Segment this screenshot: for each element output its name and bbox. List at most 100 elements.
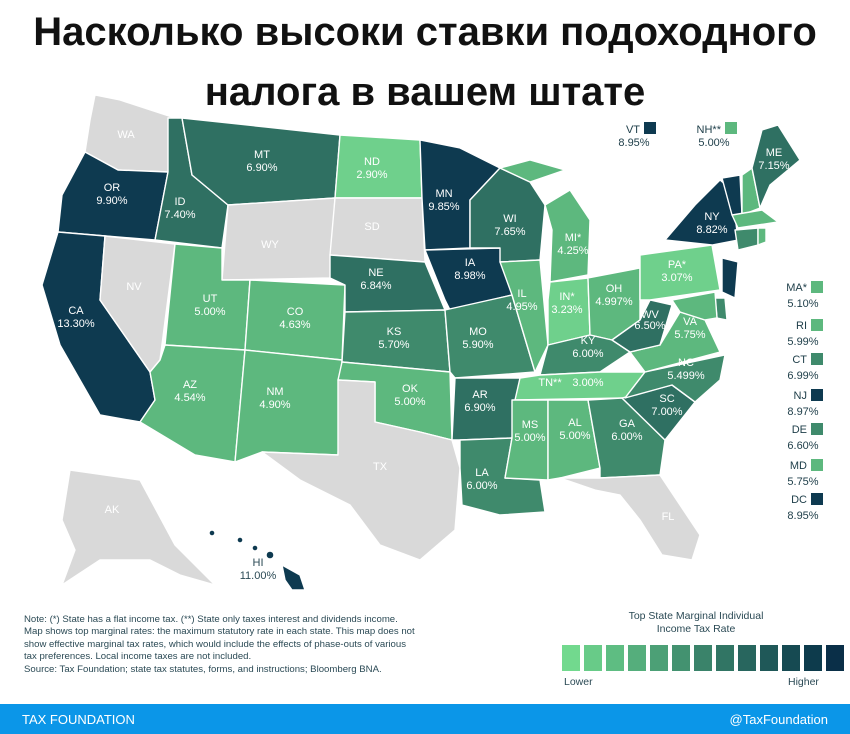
label-PA: PA* xyxy=(668,259,687,271)
state-HI-island xyxy=(265,550,275,560)
state-FL xyxy=(559,474,701,561)
legend-title-line: Income Tax Rate xyxy=(656,623,736,635)
state-CT xyxy=(734,227,759,251)
rate-NC: 5.499% xyxy=(667,370,705,382)
footnote: Note: (*) State has a flat income tax. (… xyxy=(24,614,544,676)
state-MI xyxy=(544,189,591,283)
label-GA: GA xyxy=(619,418,636,430)
label-VT-box: VT xyxy=(626,124,640,136)
label-MI: MI* xyxy=(565,232,582,244)
state-MO xyxy=(444,294,536,379)
rate-UT: 5.00% xyxy=(194,306,225,318)
label-IL: IL xyxy=(517,288,526,300)
rate-KS: 5.70% xyxy=(378,339,409,351)
label-WA: WA xyxy=(117,129,135,141)
state-ME xyxy=(751,124,801,209)
rate-IA: 8.98% xyxy=(454,270,485,282)
source-line: Source: Tax Foundation; state tax statut… xyxy=(24,663,382,675)
legend-title: Top State Marginal Individual Income Tax… xyxy=(596,610,796,636)
rate-CA: 13.30% xyxy=(57,318,95,330)
ramp-swatch xyxy=(628,645,646,671)
side-rate-MD: 5.75% xyxy=(787,476,818,488)
rate-OK: 5.00% xyxy=(394,396,425,408)
label-NM: NM xyxy=(266,386,283,398)
side-label-MA: MA* xyxy=(786,282,808,294)
title-line-2: налога в вашем штате xyxy=(204,70,646,114)
label-MT: MT xyxy=(254,149,270,161)
side-rate-DC: 8.95% xyxy=(787,510,818,522)
state-MS xyxy=(504,399,549,481)
side-label-RI: RI xyxy=(796,320,807,332)
side-rate-NJ: 8.97% xyxy=(787,406,818,418)
label-ME: ME xyxy=(766,147,783,159)
state-HI-island xyxy=(251,544,259,552)
ramp-swatch xyxy=(694,645,712,671)
side-swatch-NJ xyxy=(811,389,823,401)
footer-bar: TAX FOUNDATION @TaxFoundation xyxy=(0,704,850,734)
rate-IN: 3.23% xyxy=(551,304,582,316)
label-NY: NY xyxy=(704,211,720,223)
rate-ME: 7.15% xyxy=(758,160,789,172)
state-WV xyxy=(611,299,673,353)
rate-VT-box: 8.95% xyxy=(618,137,649,149)
label-NC: NC xyxy=(678,357,694,369)
state-MD xyxy=(671,291,718,321)
label-OR: OR xyxy=(104,182,121,194)
side-swatch-DC xyxy=(811,493,823,505)
rate-AR: 6.90% xyxy=(464,402,495,414)
side-label-DC: DC xyxy=(791,494,807,506)
label-VA: VA xyxy=(683,316,698,328)
side-label-NJ: NJ xyxy=(794,390,807,402)
ramp-swatch xyxy=(782,645,800,671)
label-LA: LA xyxy=(475,467,489,479)
ramp-swatch xyxy=(826,645,844,671)
label-IA: IA xyxy=(465,257,476,269)
rate-GA: 6.00% xyxy=(611,431,642,443)
label-WI: WI xyxy=(503,213,516,225)
ramp-swatch xyxy=(606,645,624,671)
label-NV: NV xyxy=(126,281,142,293)
ramp-swatch xyxy=(804,645,822,671)
rate-OR: 9.90% xyxy=(96,195,127,207)
label-IN: IN* xyxy=(559,291,575,303)
rate-MT: 6.90% xyxy=(246,162,277,174)
color-ramp xyxy=(562,645,844,671)
side-label-CT: CT xyxy=(792,354,807,366)
label-UT: UT xyxy=(203,293,218,305)
rate-MN: 9.85% xyxy=(428,201,459,213)
swatch-NH xyxy=(725,122,737,134)
ramp-swatch xyxy=(672,645,690,671)
rate-CO: 4.63% xyxy=(279,319,310,331)
us-map: WA OR 9.90% CA 13.30% NV ID 7.40% MT 6.9… xyxy=(41,94,823,591)
note-line: show effective marginal tax rates, which… xyxy=(24,638,407,650)
rate-TN: 3.00% xyxy=(572,377,603,389)
rate-AL: 5.00% xyxy=(559,430,590,442)
rate-IL: 4.95% xyxy=(506,301,537,313)
label-WY: WY xyxy=(261,239,279,251)
label-ND: ND xyxy=(364,156,380,168)
side-swatch-RI xyxy=(811,319,823,331)
ramp-swatch xyxy=(760,645,778,671)
legend-title-line: Top State Marginal Individual xyxy=(628,610,764,622)
label-FL: FL xyxy=(662,511,675,523)
note-line: tax preferences. Local income taxes are … xyxy=(24,651,252,663)
state-TX xyxy=(261,379,461,561)
side-swatch-MD xyxy=(811,459,823,471)
label-ID: ID xyxy=(175,196,186,208)
ramp-swatch xyxy=(562,645,580,671)
rate-WV: 6.50% xyxy=(634,320,665,332)
label-CO: CO xyxy=(287,306,304,318)
rate-SC: 7.00% xyxy=(651,406,682,418)
footer-handle: @TaxFoundation xyxy=(729,712,828,727)
rate-ND: 2.90% xyxy=(356,169,387,181)
rate-MS: 5.00% xyxy=(514,432,545,444)
footer-brand: TAX FOUNDATION xyxy=(22,712,135,727)
state-MIUP xyxy=(499,159,566,183)
side-label-DE: DE xyxy=(792,424,807,436)
state-AL xyxy=(547,399,601,481)
rate-MI: 4.25% xyxy=(557,245,588,257)
rate-LA: 6.00% xyxy=(466,480,497,492)
rate-OH: 4.997% xyxy=(595,296,633,308)
side-rate-DE: 6.60% xyxy=(787,440,818,452)
state-MA xyxy=(731,209,779,229)
